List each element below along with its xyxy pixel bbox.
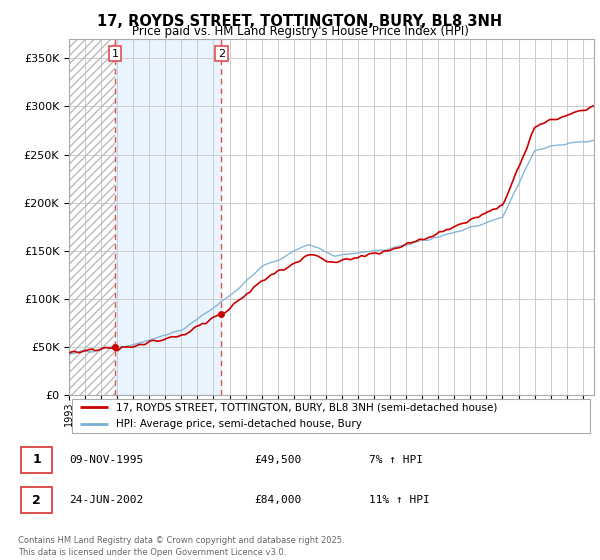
Text: 1: 1: [32, 453, 41, 466]
FancyBboxPatch shape: [71, 399, 590, 432]
Text: Price paid vs. HM Land Registry's House Price Index (HPI): Price paid vs. HM Land Registry's House …: [131, 25, 469, 38]
Text: 11% ↑ HPI: 11% ↑ HPI: [369, 495, 430, 505]
Text: 2: 2: [32, 493, 41, 507]
Bar: [69, 39, 115, 395]
Text: 7% ↑ HPI: 7% ↑ HPI: [369, 455, 423, 465]
Text: 17, ROYDS STREET, TOTTINGTON, BURY, BL8 3NH: 17, ROYDS STREET, TOTTINGTON, BURY, BL8 …: [97, 14, 503, 29]
Text: 24-JUN-2002: 24-JUN-2002: [70, 495, 144, 505]
FancyBboxPatch shape: [20, 487, 52, 513]
FancyBboxPatch shape: [20, 446, 52, 473]
Text: £84,000: £84,000: [254, 495, 301, 505]
Text: 1: 1: [112, 49, 118, 59]
Text: HPI: Average price, semi-detached house, Bury: HPI: Average price, semi-detached house,…: [116, 419, 362, 429]
Text: 17, ROYDS STREET, TOTTINGTON, BURY, BL8 3NH (semi-detached house): 17, ROYDS STREET, TOTTINGTON, BURY, BL8 …: [116, 402, 497, 412]
Bar: [115, 39, 221, 395]
Text: Contains HM Land Registry data © Crown copyright and database right 2025.
This d: Contains HM Land Registry data © Crown c…: [18, 536, 344, 557]
Text: £49,500: £49,500: [254, 455, 301, 465]
Text: 2: 2: [218, 49, 225, 59]
Text: 09-NOV-1995: 09-NOV-1995: [70, 455, 144, 465]
Bar: [69, 39, 115, 395]
